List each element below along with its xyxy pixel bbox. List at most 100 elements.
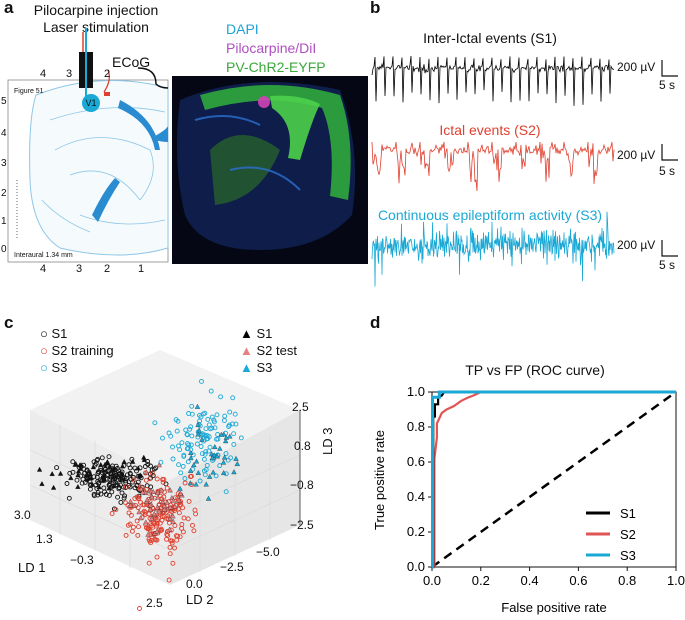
scatter-s1-train-point: [96, 469, 101, 475]
marker-triangle-s3: ▲: [240, 360, 253, 375]
ld2-tick-2: −2.5: [220, 560, 244, 574]
roc-legend-s2: S2: [620, 527, 636, 542]
scatter-s1-train-point: [128, 476, 134, 482]
atlas-top-tick-4: 4: [40, 68, 47, 80]
fluorescence-dii-spot: [258, 96, 270, 108]
scatter-s3-train-point: [208, 388, 214, 394]
scatter-s1-test-point: [77, 462, 83, 468]
ld2-axis-label: LD 2: [186, 592, 214, 607]
scatter-s2-train-point: [192, 507, 198, 513]
scatter-s3-test-point: [199, 436, 205, 442]
scale-bar-s2: [661, 144, 678, 161]
scatter-s3-train-point: [202, 451, 208, 457]
scale-v-s1: 200 µV: [617, 60, 656, 74]
scatter-s3-test-point: [193, 458, 200, 464]
scatter-s3-train-point: [187, 426, 193, 432]
legend-training-s2: ○ S2 training: [40, 342, 114, 359]
ld3-axis-label: LD 3: [320, 427, 335, 455]
scatter-s1-train-point: [102, 467, 108, 472]
atlas-interaural-label: Interaural 1.34 mm: [14, 252, 73, 259]
scatter-s2-train-point: [172, 523, 178, 529]
scatter-s3-train-point: [180, 463, 186, 469]
scatter-s1-train-point: [123, 485, 129, 490]
scatter-s3-test-point: [218, 431, 224, 437]
fluorescence-legend: DAPI Pilocarpine/DiI PV-ChR2-EYFP: [226, 20, 326, 77]
ecog-wire-red: [103, 69, 110, 93]
scatter-s2-test-point: [154, 504, 161, 510]
scatter-s2-train-point: [166, 577, 172, 583]
scatter-s2-test-point: [176, 497, 182, 503]
marker-triangle-s1: ▲: [240, 326, 253, 341]
scatter-s2-test-point: [170, 518, 176, 524]
scatter-s2-train-point: [164, 531, 170, 537]
scatter-s3-test-point: [188, 450, 194, 455]
scatter-s2-train-point: [154, 537, 160, 543]
scatter-s1-train-point: [102, 489, 107, 495]
scatter-s3-test-point: [205, 495, 212, 501]
scatter-s3-train-point: [202, 432, 208, 438]
atlas-top-tick-3: 3: [66, 68, 73, 80]
scatter-s1-train-point: [127, 471, 133, 477]
scatter-s2-test-point: [164, 499, 170, 505]
scatter-s2-test-point: [131, 502, 137, 508]
scatter-s2-train-point: [161, 476, 167, 482]
scatter-s2-train-point: [182, 480, 188, 486]
scatter-s2-train-point: [138, 499, 143, 505]
panel-a-title-line1: Pilocarpine injection: [33, 2, 159, 18]
scatter-s2-train-point: [168, 538, 174, 544]
scatter-s3-test-point: [203, 481, 209, 487]
scatter-s3-test-point: [207, 473, 213, 479]
scatter-s2-test-point: [156, 462, 162, 468]
ld3-tick-1: 0.8: [294, 439, 311, 453]
scatter-s1-test-point: [90, 464, 97, 470]
scatter-s1-test-point: [73, 461, 79, 466]
legend-test: ▲ S1 ▲ S2 test ▲ S3: [240, 325, 297, 376]
scatter-s3-test-point: [196, 427, 202, 433]
scale-t-s3: 5 s: [659, 258, 676, 272]
legend-training-s1-label: S1: [51, 326, 68, 341]
scatter-s2-train-point: [164, 485, 170, 491]
scatter-s2-test-point: [167, 487, 173, 493]
scatter-s3-test-point: [233, 455, 239, 461]
scatter-s3-train-point: [207, 444, 213, 450]
scatter-s3-test-point: [220, 459, 227, 465]
atlas-bottom-tick-1: 1: [138, 263, 145, 275]
scatter-s2-train-point: [134, 518, 140, 524]
scatter-s2-train-point: [172, 495, 178, 501]
legend-training-s3-label: S3: [51, 360, 68, 375]
scatter-s1-train-point: [95, 490, 101, 496]
scatter-s2-test-point: [167, 504, 173, 510]
scatter-s2-test-point: [160, 499, 166, 504]
scatter-s3-train-point: [207, 426, 213, 432]
scatter-s3-test-point: [191, 462, 197, 468]
scatter-s2-train-point: [128, 512, 134, 518]
scatter-s2-train-point: [113, 507, 119, 513]
scatter-s1-train-point: [102, 469, 108, 475]
atlas-bottom-tick-4: 4: [40, 263, 47, 275]
scatter-s2-test-point: [150, 488, 156, 494]
scatter-s3-train-point: [225, 457, 231, 463]
scatter-s1-train-point: [115, 474, 120, 480]
roc-xtick-label: 0.0: [423, 573, 441, 588]
scatter-s2-train-point: [154, 476, 160, 482]
scatter-s1-test-point: [87, 471, 93, 477]
roc-lines: [431, 390, 677, 569]
scatter-s1-train-point: [74, 477, 80, 483]
scatter-s3-test-point: [234, 461, 240, 466]
scatter-s3-test-point: [209, 455, 215, 461]
scatter-s2-train-point: [141, 502, 147, 508]
scatter-s3-test-point: [188, 455, 194, 461]
scale-v-s2: 200 µV: [617, 148, 656, 162]
scatter-s1-test-point: [101, 476, 108, 482]
scatter-s2-train-point: [126, 510, 132, 516]
atlas-top-tick-2: 2: [104, 68, 111, 80]
scatter-s1-train-point: [98, 467, 104, 473]
roc-xlabel: False positive rate: [501, 600, 607, 615]
atlas-brain-outline: [29, 79, 169, 256]
scatter-s1-train-point: [122, 493, 128, 499]
scatter-s3-train-point: [178, 470, 184, 476]
fluorescence-hippocampus: [210, 135, 280, 205]
panel-letter-d: d: [370, 313, 381, 332]
scatter-s3-train-point: [201, 456, 207, 462]
scatter-s3-train-point: [170, 456, 176, 462]
